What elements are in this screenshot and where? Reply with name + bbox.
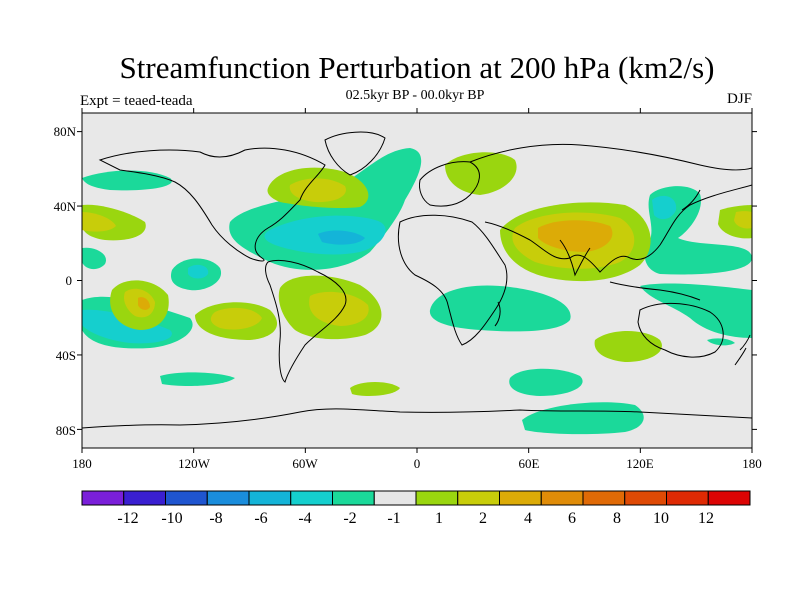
colorbar-label: -8 [209, 510, 222, 527]
anomaly-positive-small [594, 331, 662, 362]
x-tick-label: 180 [72, 456, 92, 471]
experiment-label: Expt = teaed-teada [80, 93, 193, 109]
coastline-new-zealand [734, 334, 751, 366]
coastline-madagascar [494, 301, 501, 327]
x-tick-label: 60W [292, 456, 318, 471]
colorbar-label: -4 [298, 510, 311, 527]
coastline-australia [637, 302, 724, 358]
coastline-africa [397, 214, 508, 346]
x-tick-label: 60E [519, 456, 540, 471]
anomaly-negative-small [522, 402, 644, 435]
anomaly-positive-medium [210, 307, 262, 330]
anomaly-negative-small [82, 170, 172, 191]
colorbar-label: 1 [435, 510, 443, 527]
colorbar-swatch [457, 490, 500, 506]
y-tick-label: 40N [54, 199, 77, 214]
anomaly-positive-small [350, 382, 400, 396]
x-tick-label: 120W [178, 456, 211, 471]
colorbar-swatch [248, 490, 292, 506]
colorbar-labels: -12 -10 -8 -6 -4 -2 -1 1 2 4 6 8 10 12 [117, 510, 714, 527]
colorbar-swatch [582, 490, 626, 506]
colorbar-label: 4 [524, 510, 532, 527]
anomaly-negative-small [160, 372, 235, 386]
colorbar-swatch [666, 490, 709, 506]
coastline-indonesia [609, 281, 701, 301]
anomaly-positive-small [445, 152, 517, 195]
colorbar-swatch [290, 490, 333, 506]
coastline-japan [681, 189, 701, 211]
colorbar-label: -2 [343, 510, 356, 527]
y-tick-label: 0 [66, 273, 73, 288]
plot-subtitle: 02.5kyr BP - 00.0kyr BP [345, 88, 485, 103]
anomaly-positive-medium [734, 211, 752, 229]
axis-ticks [77, 108, 757, 453]
colorbar-swatch [373, 490, 417, 506]
y-tick-label: 40S [56, 348, 76, 363]
colorbar [81, 490, 751, 506]
coastline-south-america [265, 259, 347, 383]
colorbar-swatch [206, 490, 250, 506]
anomaly-field [82, 148, 752, 435]
colorbar-swatch [540, 490, 584, 506]
anomaly-negative-medium [652, 195, 677, 220]
colorbar-label: 8 [613, 510, 621, 527]
coastline-asia [469, 143, 752, 273]
anomaly-negative-small [707, 338, 735, 346]
colorbar-label: -6 [254, 510, 267, 527]
colorbar-label: 2 [479, 510, 487, 527]
coastline-north-america [98, 147, 326, 262]
colorbar-label: -12 [117, 510, 138, 527]
coastline-india [559, 239, 591, 277]
anomaly-negative-small [82, 247, 106, 270]
anomaly-negative-strong [318, 230, 365, 245]
anomaly-negative-small [509, 368, 583, 396]
anomaly-positive-medium [289, 178, 346, 203]
anomaly-positive-strong [138, 297, 150, 310]
x-tick-label: 120E [626, 456, 654, 471]
coastline-antarctica [82, 408, 752, 429]
anomaly-positive-medium [82, 212, 116, 232]
season-label: DJF [726, 91, 752, 107]
y-tick-label: 80S [56, 423, 76, 438]
colorbar-label: 12 [698, 510, 714, 527]
anomaly-positive-medium [309, 291, 369, 326]
anomaly-negative-medium [188, 264, 209, 279]
colorbar-label: -1 [387, 510, 400, 527]
colorbar-swatch [165, 490, 208, 506]
anomaly-negative-medium [82, 309, 172, 344]
colorbar-swatch [499, 490, 542, 506]
anomaly-negative-small [640, 283, 752, 338]
plot-title: Streamfunction Perturbation at 200 hPa (… [119, 50, 715, 85]
coastlines [82, 131, 752, 429]
colorbar-swatch [123, 490, 166, 506]
coastline-greenland [324, 131, 386, 176]
colorbar-swatch [415, 490, 459, 506]
x-tick-label: 180 [742, 456, 762, 471]
colorbar-swatch [332, 490, 375, 506]
anomaly-positive-strong [538, 220, 613, 252]
colorbar-swatch [624, 490, 667, 506]
y-tick-label: 80N [54, 124, 77, 139]
colorbar-swatch [707, 490, 751, 506]
colorbar-label: 6 [568, 510, 576, 527]
colorbar-label: -10 [161, 510, 182, 527]
colorbar-label: 10 [653, 510, 669, 527]
coastline-europe [419, 161, 480, 207]
colorbar-swatch [81, 490, 125, 506]
x-tick-label: 0 [414, 456, 421, 471]
